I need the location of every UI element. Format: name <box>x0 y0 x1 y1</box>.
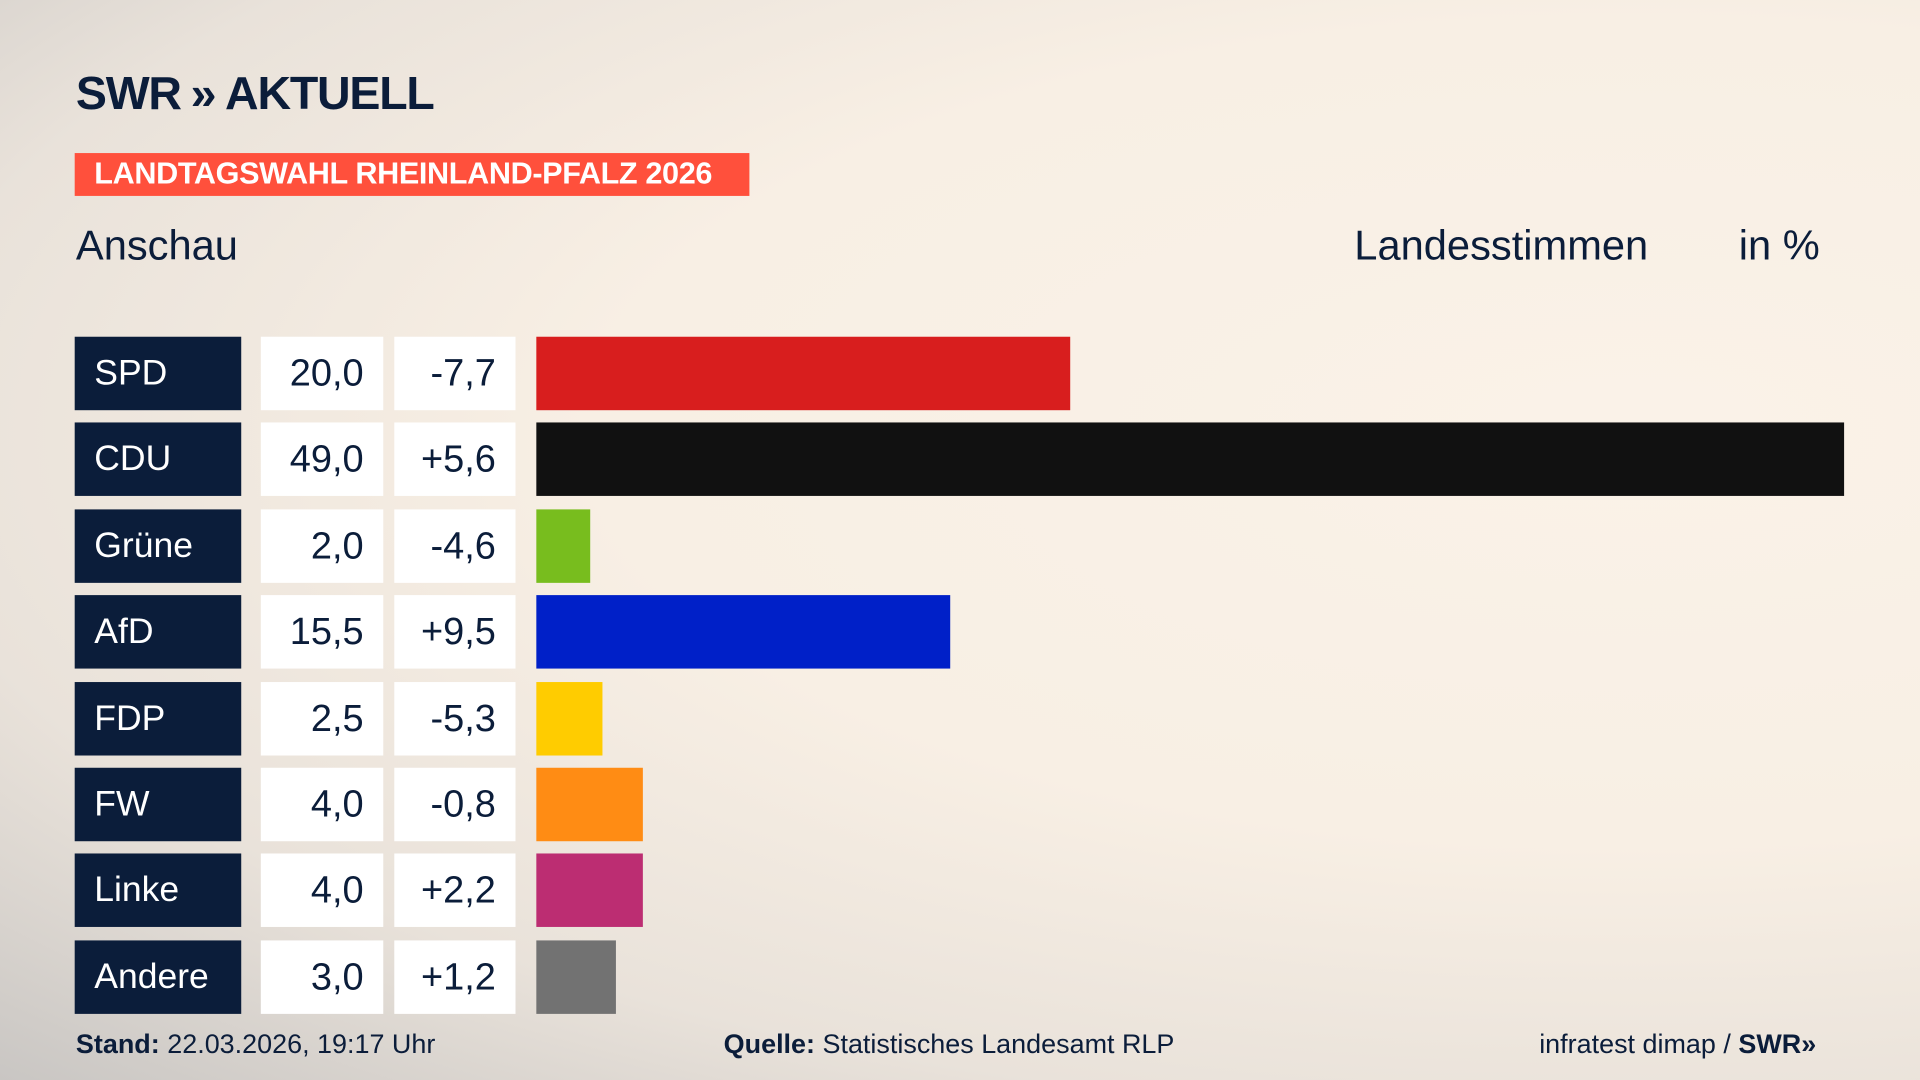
bar-row: CDU 49,0 +5,6 <box>74 422 1863 497</box>
credit-text: infratest dimap / <box>1539 1028 1731 1060</box>
party-label: CDU <box>74 422 242 497</box>
source-value: Statistisches Landesamt RLP <box>822 1028 1175 1060</box>
timestamp: Stand: 22.03.2026, 19:17 Uhr <box>76 1029 435 1061</box>
value-label: 20,0 <box>260 336 384 411</box>
bar <box>536 595 951 669</box>
value-label: 2,0 <box>260 509 384 583</box>
diff-label: -5,3 <box>394 681 516 756</box>
measure-label: Landesstimmen <box>1354 222 1649 270</box>
party-label: SPD <box>74 336 242 411</box>
party-label: Linke <box>74 853 242 928</box>
bar <box>536 940 617 1014</box>
chevrons-icon: » <box>190 68 217 121</box>
value-label: 49,0 <box>260 422 384 497</box>
bar-row: Linke 4,0 +2,2 <box>74 853 1863 928</box>
chevrons-icon: » <box>1801 1028 1817 1060</box>
value-label: 4,0 <box>260 767 384 842</box>
diff-label: -4,6 <box>394 509 516 583</box>
bar <box>536 853 644 928</box>
bar-row: Andere 3,0 +1,2 <box>74 940 1863 1014</box>
bar <box>536 509 590 583</box>
party-label: Grüne <box>74 509 242 583</box>
diff-label: +5,6 <box>394 422 516 497</box>
election-banner: LANDTAGSWAHL RHEINLAND-PFALZ 2026 <box>74 153 750 196</box>
diff-label: +9,5 <box>394 595 516 669</box>
value-label: 15,5 <box>260 595 384 669</box>
bar-row: AfD 15,5 +9,5 <box>74 595 1863 669</box>
stand-value: 22.03.2026, 19:17 Uhr <box>167 1028 436 1060</box>
logo-aktuell: AKTUELL <box>225 68 435 121</box>
source-label: Quelle: <box>723 1028 816 1060</box>
diff-label: +2,2 <box>394 853 516 928</box>
party-label: FDP <box>74 681 242 756</box>
value-label: 3,0 <box>260 940 384 1014</box>
bar-row: FW 4,0 -0,8 <box>74 767 1863 842</box>
bar-row: SPD 20,0 -7,7 <box>74 336 1863 411</box>
region-title: Anschau <box>75 222 238 270</box>
credit: infratest dimap / SWR» <box>1539 1029 1816 1061</box>
credit-brand: SWR <box>1738 1028 1802 1060</box>
diff-label: +1,2 <box>394 940 516 1014</box>
unit-label: in % <box>1738 222 1820 270</box>
swr-aktuell-logo: SWR» AKTUELL <box>75 68 435 122</box>
source: Quelle: Statistisches Landesamt RLP <box>724 1029 1175 1061</box>
party-label: Andere <box>74 940 242 1014</box>
value-label: 4,0 <box>260 853 384 928</box>
bar <box>536 336 1071 411</box>
bar-row: Grüne 2,0 -4,6 <box>74 509 1863 583</box>
party-label: AfD <box>74 595 242 669</box>
diff-label: -0,8 <box>394 767 516 842</box>
bar <box>536 681 604 756</box>
logo-swr: SWR <box>75 68 182 121</box>
bar-row: FDP 2,5 -5,3 <box>74 681 1863 756</box>
party-label: FW <box>74 767 242 842</box>
stand-label: Stand: <box>75 1028 160 1060</box>
value-label: 2,5 <box>260 681 384 756</box>
diff-label: -7,7 <box>394 336 516 411</box>
bar <box>536 767 644 842</box>
bar <box>536 422 1845 497</box>
